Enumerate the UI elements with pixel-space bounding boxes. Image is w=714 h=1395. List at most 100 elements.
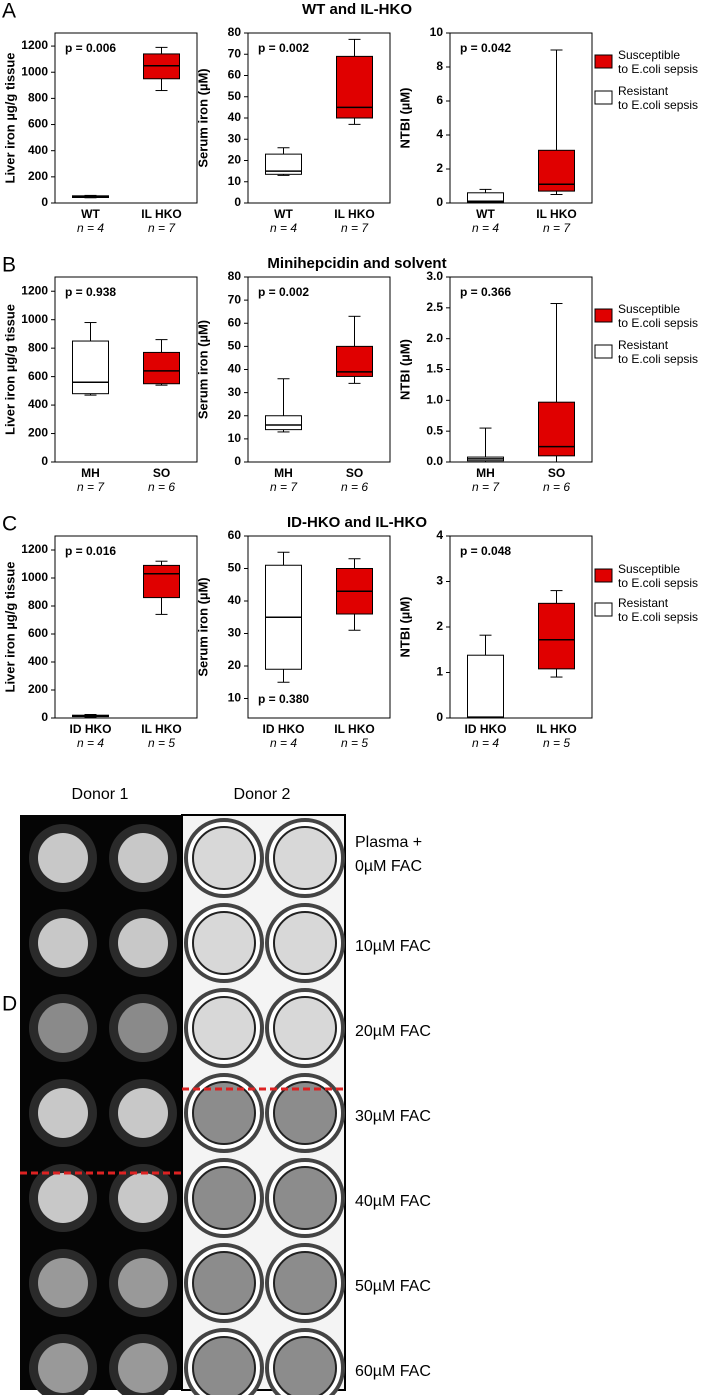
y-tick-label: 2.0 bbox=[426, 331, 443, 345]
n-label: n = 7 bbox=[472, 480, 500, 494]
y-tick-label: 1000 bbox=[21, 64, 48, 78]
panel-title: Minihepcidin and solvent bbox=[267, 255, 446, 272]
well-plasma bbox=[38, 1088, 88, 1138]
x-tick-label: WT bbox=[476, 207, 495, 221]
box bbox=[143, 564, 180, 599]
y-tick-label: 1.5 bbox=[426, 362, 443, 376]
y-tick-label: 50 bbox=[228, 561, 242, 575]
n-label: n = 7 bbox=[148, 221, 176, 235]
well-plasma bbox=[38, 918, 88, 968]
n-label: n = 5 bbox=[148, 736, 175, 750]
well-plasma bbox=[192, 996, 256, 1060]
row-label: Plasma + bbox=[355, 834, 422, 851]
y-tick-label: 1200 bbox=[21, 38, 48, 52]
y-tick-label: 2 bbox=[436, 161, 443, 175]
well-plasma bbox=[273, 996, 337, 1060]
x-tick-label: IL HKO bbox=[536, 207, 576, 221]
y-tick-label: 400 bbox=[28, 397, 48, 411]
box bbox=[72, 340, 109, 395]
y-tick-label: 2.5 bbox=[426, 300, 443, 314]
row-label: 0µM FAC bbox=[355, 858, 422, 875]
y-tick-label: 1.0 bbox=[426, 393, 443, 407]
well-plasma bbox=[38, 1258, 88, 1308]
y-tick-label: 80 bbox=[228, 269, 242, 283]
legend-label: to E.coli sepsis bbox=[618, 62, 698, 76]
y-tick-label: 1000 bbox=[21, 312, 48, 326]
y-tick-label: 10 bbox=[430, 25, 444, 39]
row-label: 10µM FAC bbox=[355, 938, 431, 955]
x-tick-label: MH bbox=[476, 466, 495, 480]
y-tick-label: 1 bbox=[436, 665, 443, 679]
plot-frame bbox=[247, 535, 391, 719]
wells bbox=[29, 818, 345, 1395]
y-tick-label: 3.0 bbox=[426, 269, 443, 283]
plot-frame bbox=[54, 32, 198, 204]
y-tick-label: 0 bbox=[41, 454, 48, 468]
well-plasma bbox=[118, 1173, 168, 1223]
y-tick-label: 20 bbox=[228, 153, 242, 167]
box bbox=[467, 192, 504, 203]
legend-label: Susceptible bbox=[618, 302, 680, 316]
y-tick-label: 0 bbox=[41, 195, 48, 209]
y-tick-label: 30 bbox=[228, 131, 242, 145]
legend-swatch bbox=[594, 568, 613, 583]
legend-label: Susceptible bbox=[618, 48, 680, 62]
legend-swatch bbox=[594, 602, 613, 617]
y-tick-label: 60 bbox=[228, 315, 242, 329]
x-tick-label: WT bbox=[81, 207, 100, 221]
y-tick-label: 200 bbox=[28, 169, 48, 183]
box bbox=[467, 654, 504, 719]
y-axis-label: NTBI (µM) bbox=[397, 597, 412, 658]
n-label: n = 6 bbox=[148, 480, 175, 494]
legend-label: to E.coli sepsis bbox=[618, 316, 698, 330]
n-label: n = 7 bbox=[77, 480, 105, 494]
well-plasma bbox=[118, 833, 168, 883]
well-plasma bbox=[38, 1343, 88, 1393]
x-tick-label: ID HKO bbox=[465, 722, 507, 736]
x-tick-label: SO bbox=[153, 466, 170, 480]
y-axis-label: Liver iron µg/g tissue bbox=[2, 304, 17, 435]
well-plasma bbox=[192, 1336, 256, 1395]
y-axis-label: Liver iron µg/g tissue bbox=[2, 561, 17, 692]
y-tick-label: 0 bbox=[234, 195, 241, 209]
y-tick-label: 800 bbox=[28, 91, 48, 105]
y-tick-label: 200 bbox=[28, 426, 48, 440]
y-tick-label: 10 bbox=[228, 691, 242, 705]
well-plasma bbox=[273, 911, 337, 975]
y-tick-label: 600 bbox=[28, 117, 48, 131]
y-tick-label: 70 bbox=[228, 46, 242, 60]
well-plasma bbox=[38, 1003, 88, 1053]
p-value: p = 0.002 bbox=[258, 285, 309, 299]
y-tick-label: 60 bbox=[228, 68, 242, 82]
y-axis-label: NTBI (µM) bbox=[397, 339, 412, 400]
panel-letter: C bbox=[2, 513, 17, 536]
y-tick-label: 4 bbox=[436, 127, 443, 141]
p-value: p = 0.006 bbox=[65, 41, 116, 55]
y-tick-label: 600 bbox=[28, 626, 48, 640]
p-value: p = 0.042 bbox=[460, 41, 511, 55]
y-axis-label: Serum iron (µM) bbox=[195, 577, 210, 676]
panel-letter: A bbox=[2, 0, 16, 23]
p-value: p = 0.016 bbox=[65, 544, 116, 558]
x-tick-label: IL HKO bbox=[141, 207, 181, 221]
row-label: 50µM FAC bbox=[355, 1278, 431, 1295]
y-tick-label: 60 bbox=[228, 528, 242, 542]
y-tick-label: 20 bbox=[228, 408, 242, 422]
x-tick-label: ID HKO bbox=[70, 722, 112, 736]
n-label: n = 6 bbox=[543, 480, 570, 494]
donor-label: Donor 2 bbox=[234, 786, 291, 803]
n-label: n = 4 bbox=[472, 221, 499, 235]
y-tick-label: 40 bbox=[228, 110, 242, 124]
box bbox=[265, 415, 302, 431]
y-axis-label: Liver iron µg/g tissue bbox=[2, 52, 17, 183]
x-tick-label: ID HKO bbox=[263, 722, 305, 736]
well-plasma bbox=[118, 1088, 168, 1138]
legend-label: to E.coli sepsis bbox=[618, 98, 698, 112]
n-label: n = 6 bbox=[341, 480, 368, 494]
row-label: 60µM FAC bbox=[355, 1363, 431, 1380]
y-tick-label: 50 bbox=[228, 339, 242, 353]
well-plasma bbox=[118, 1258, 168, 1308]
legend-swatch bbox=[594, 54, 613, 69]
legend-label: to E.coli sepsis bbox=[618, 352, 698, 366]
plot-frame bbox=[54, 276, 198, 463]
